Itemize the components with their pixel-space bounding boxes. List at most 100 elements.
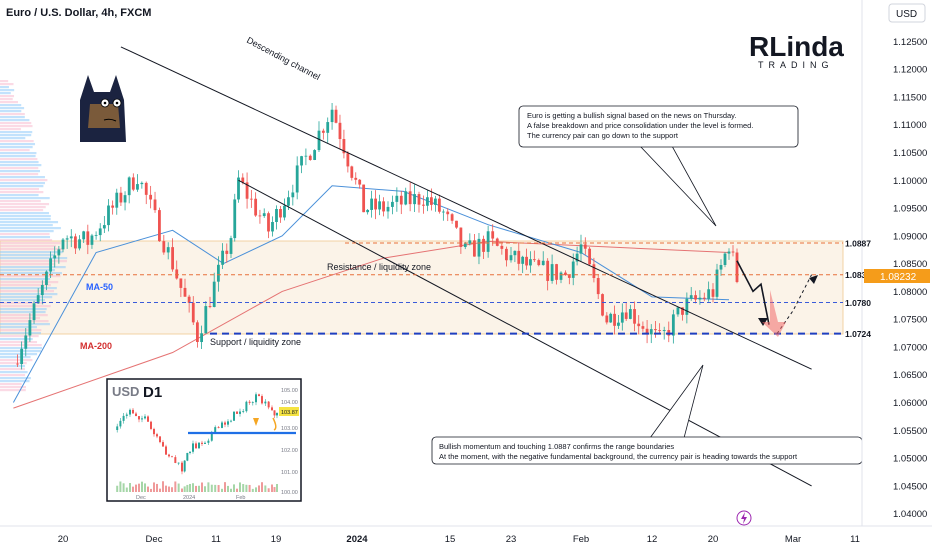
- volume-profile-bar: [0, 362, 27, 365]
- inset-volume-bar: [177, 483, 180, 492]
- candle-body: [86, 231, 90, 245]
- price-tick-label: 1.11500: [893, 92, 927, 103]
- volume-profile-bar: [0, 305, 51, 308]
- candle-body: [685, 298, 689, 315]
- candle-body: [422, 204, 425, 206]
- candle-body: [399, 195, 403, 205]
- inset-candle-body: [236, 411, 238, 414]
- inset-volume-bar: [129, 483, 131, 492]
- candle-body: [144, 182, 148, 195]
- price-tick-label: 1.12000: [893, 65, 927, 76]
- candle-body: [366, 209, 370, 213]
- inset-volume-bar: [168, 486, 170, 492]
- inset-candle-body: [183, 460, 186, 472]
- candle-body: [175, 269, 179, 279]
- callout-bottom-line-1: Bullish momentum and touching 1.0887 con…: [439, 442, 674, 451]
- candle-body: [330, 109, 334, 123]
- price-axis[interactable]: 1.12500 1.12000 1.11500 1.11000 1.10500 1.100…: [893, 37, 927, 520]
- volume-profile-bar: [0, 188, 40, 191]
- inset-volume-bar: [233, 484, 235, 492]
- time-tick-label: 12: [647, 534, 658, 545]
- inset-volume-bar: [227, 485, 229, 492]
- candle-body: [191, 302, 195, 323]
- volume-profile-bar: [0, 101, 19, 104]
- volume-profile-bar: [0, 260, 67, 263]
- currency-button[interactable]: USD: [888, 3, 926, 23]
- candle-body: [521, 256, 525, 264]
- volume-profile-bar: [0, 287, 57, 290]
- candle-body: [592, 264, 596, 279]
- volume-profile-bar: [0, 131, 33, 134]
- inset-volume-bar: [150, 488, 152, 492]
- inset-candle-body: [135, 413, 137, 417]
- candle-body: [187, 296, 191, 303]
- volume-profile-bar: [0, 200, 41, 203]
- candle-body: [605, 315, 609, 323]
- price-tick-label: 1.09000: [893, 231, 927, 242]
- volume-profile-bar: [0, 215, 51, 218]
- candle-body: [564, 272, 567, 276]
- volume-profile-bar: [0, 254, 55, 257]
- inset-candle-body: [230, 420, 232, 422]
- candle-body: [624, 312, 628, 319]
- price-tick-label: 1.12500: [893, 37, 927, 48]
- time-tick-label: 11: [211, 534, 221, 545]
- inset-candle-body: [125, 414, 128, 416]
- volume-profile-bar: [0, 140, 34, 143]
- candle-body: [681, 307, 684, 315]
- candle-body: [237, 177, 240, 200]
- time-axis[interactable]: 20 Dec 11 19 2024 15 23 Feb 12 20 Mar 11: [58, 534, 860, 545]
- volume-profile-bar: [0, 224, 53, 227]
- inset-price-label-2: 104.00: [281, 400, 298, 406]
- candle-body: [61, 239, 65, 250]
- candle-body: [477, 238, 481, 257]
- candle-body: [546, 260, 550, 281]
- volume-profile-bar: [0, 338, 33, 341]
- candle-body: [719, 264, 723, 270]
- time-tick-label: 23: [506, 534, 517, 545]
- volume-profile-bar: [0, 269, 55, 272]
- chart-title: Euro / U.S. Dollar, 4h, FXCM: [6, 7, 151, 19]
- inset-volume-bar: [258, 485, 260, 492]
- candle-body: [196, 322, 199, 343]
- candle-body: [430, 197, 433, 205]
- inset-candle-body: [276, 412, 278, 416]
- candle-body: [374, 198, 377, 210]
- candle-body: [308, 155, 312, 160]
- inset-volume-bar: [230, 488, 232, 492]
- candle-body: [36, 295, 40, 304]
- candle-body: [509, 255, 513, 261]
- volume-profile-bar: [0, 347, 43, 350]
- candle-body: [321, 130, 325, 133]
- volume-profile-bar: [0, 158, 38, 161]
- inset-volume-bar: [276, 484, 278, 492]
- candle-body: [291, 192, 295, 198]
- inset-time-label-1: Dec: [136, 495, 146, 501]
- callout-top-pointer: [639, 145, 717, 227]
- inset-candle-body: [264, 401, 267, 404]
- candle-body: [450, 214, 454, 221]
- volume-profile-bar: [0, 302, 45, 305]
- inset-volume-bar: [132, 486, 134, 492]
- lightning-icon[interactable]: [736, 510, 752, 526]
- inset-candle-body: [214, 427, 217, 434]
- candle-body: [119, 192, 123, 203]
- candle-body: [221, 250, 224, 265]
- inset-price-label-7: 100.00: [281, 490, 298, 496]
- price-tick-label: 1.07000: [893, 342, 927, 353]
- candle-body: [287, 197, 290, 206]
- volume-profile-bar: [0, 245, 57, 248]
- time-tick-label: Mar: [785, 534, 801, 545]
- inset-volume-bar: [174, 481, 177, 492]
- candle-body: [313, 150, 317, 160]
- volume-profile-bar: [0, 185, 44, 188]
- inset-volume-bar: [147, 486, 149, 492]
- candle-body: [459, 227, 463, 247]
- candle-body: [537, 260, 541, 266]
- candle-body: [241, 177, 245, 183]
- candle-body: [258, 215, 262, 217]
- volume-profile-bar: [0, 116, 25, 119]
- inset-volume-bar: [236, 488, 238, 492]
- candle-body: [45, 271, 48, 285]
- volume-profile-bar: [0, 239, 53, 242]
